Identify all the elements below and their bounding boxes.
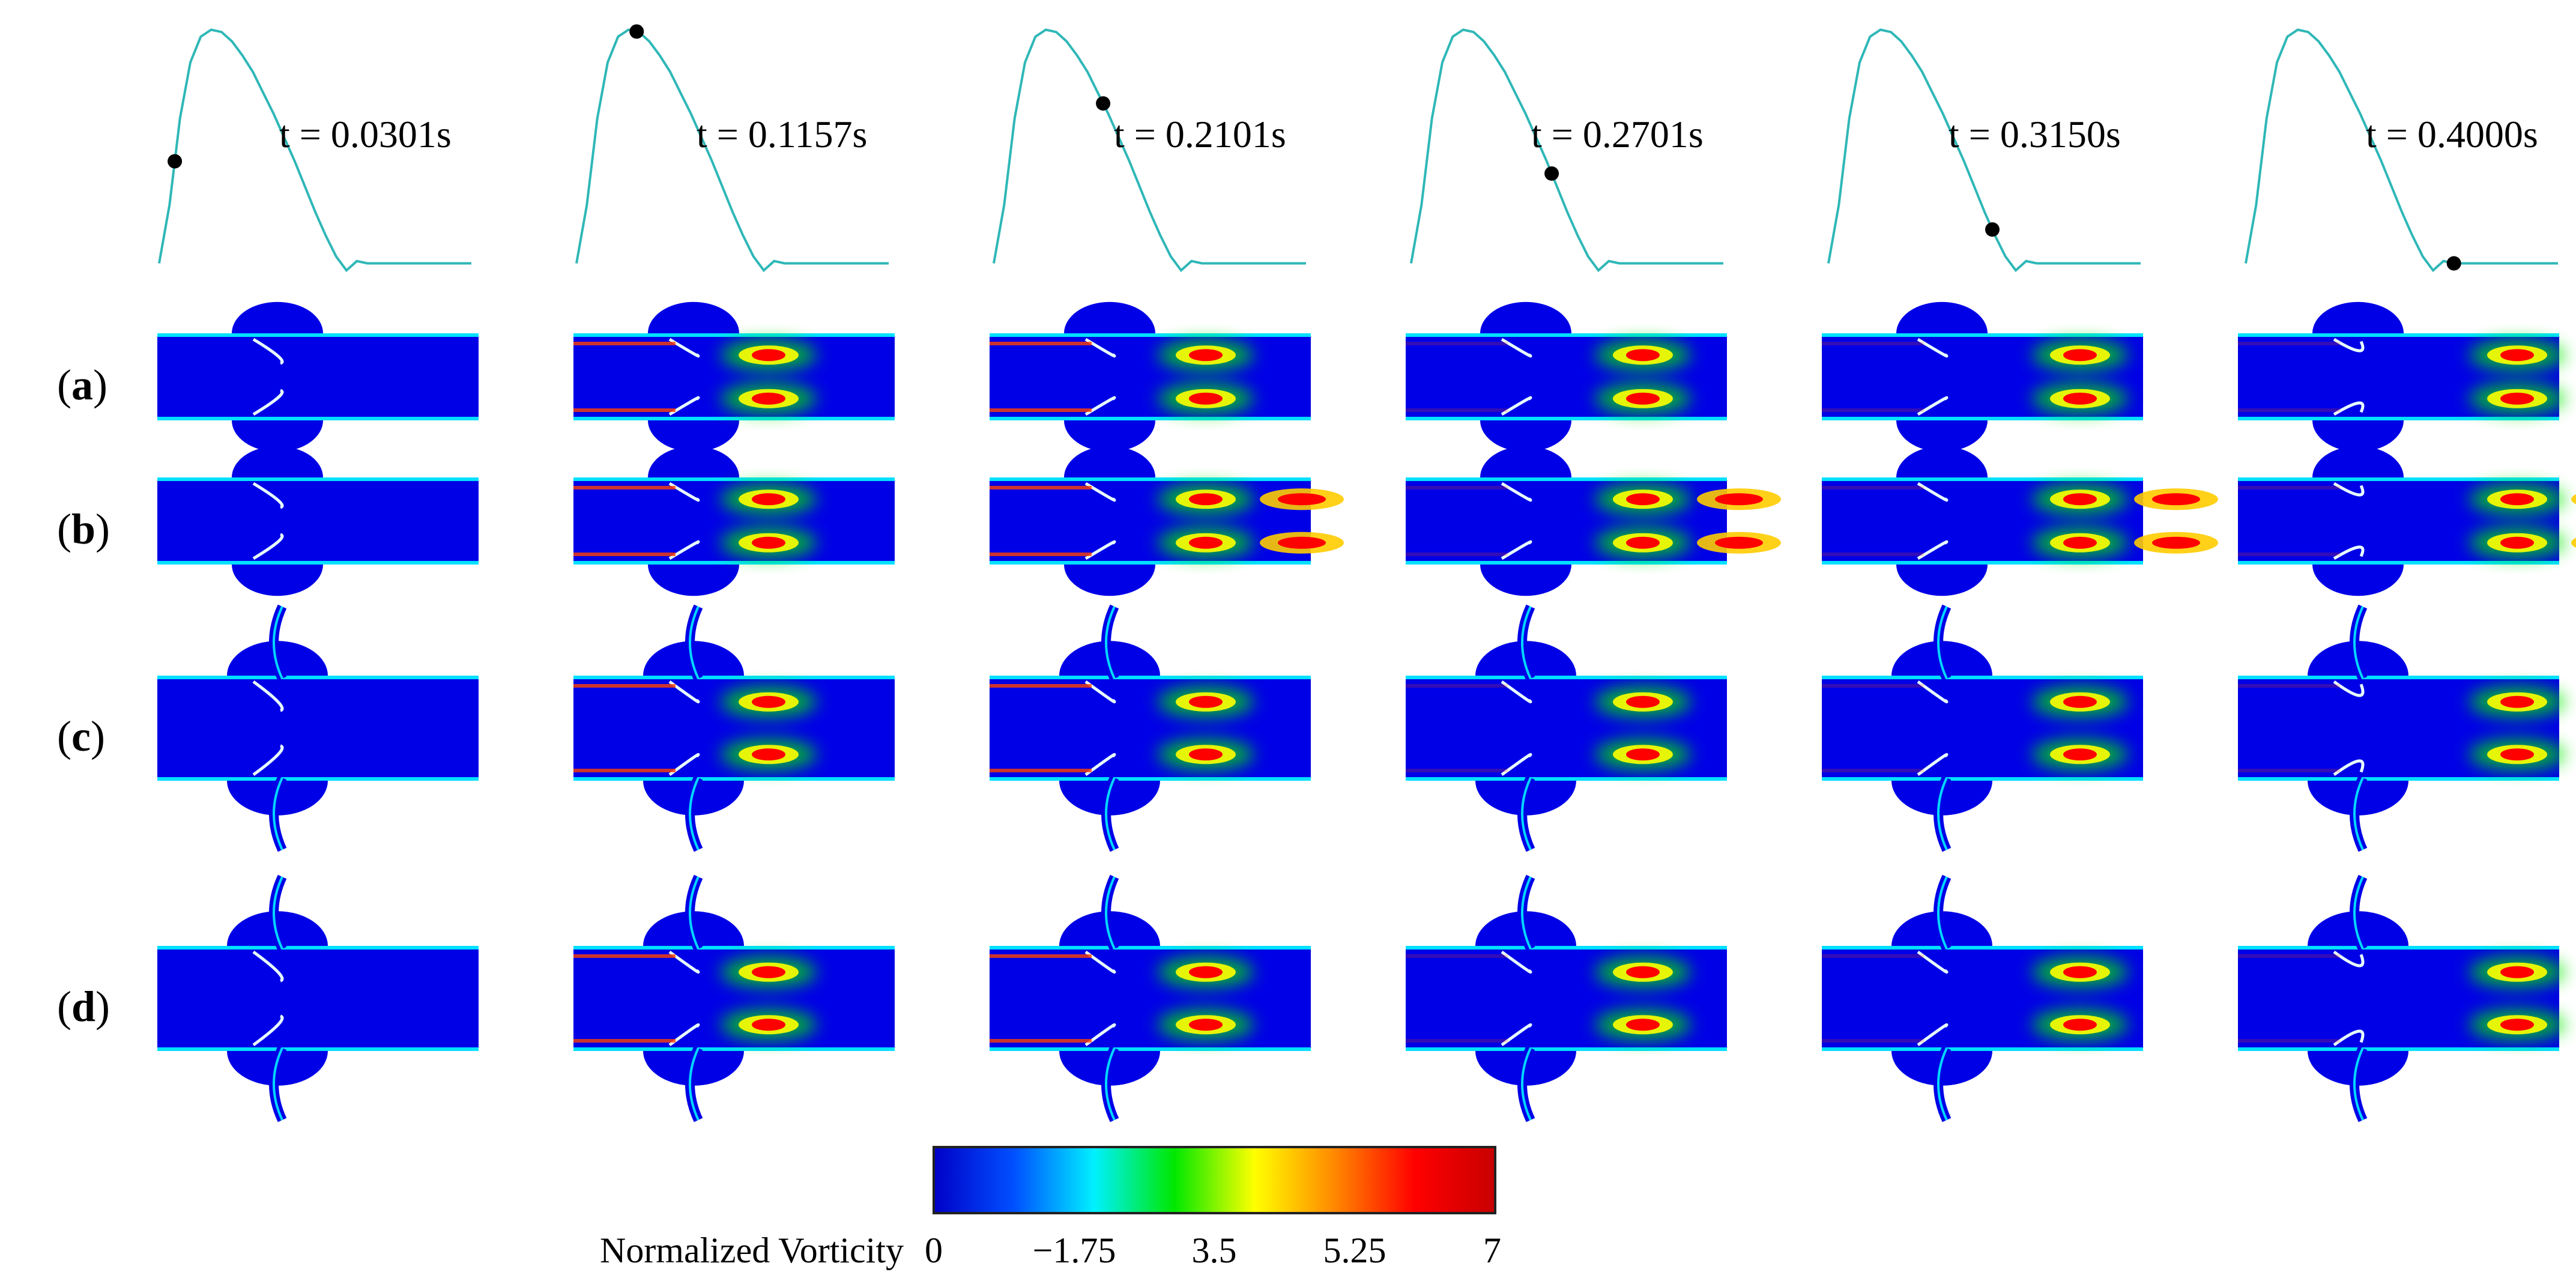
vorticity-panel: [990, 604, 1311, 852]
time-marker: [1985, 222, 2000, 237]
colorbar-gradient: [933, 1146, 1496, 1214]
waveform-plot: t = 0.2101s: [993, 28, 1306, 273]
vorticity-panel: [1822, 446, 2218, 596]
vorticity-panel: [157, 446, 479, 596]
time-label: t = 0.2101s: [1114, 113, 1286, 156]
time-marker: [629, 24, 644, 39]
colorbar: Normalized Vorticity 0 −1.75 3.5 5.25 7: [600, 1146, 1501, 1270]
vorticity-panel: [573, 301, 895, 452]
time-label: t = 0.4000s: [2366, 113, 2538, 156]
time-marker: [1544, 166, 1559, 181]
waveform-line: [2245, 28, 2558, 273]
colorbar-tick-0: 0: [925, 1231, 943, 1270]
waveform-plot: t = 0.1157s: [575, 24, 889, 273]
svg-text:(a): (a): [57, 361, 107, 409]
waveform-line: [1827, 28, 2141, 273]
row-label-a: (a): [57, 361, 107, 409]
vorticity-panels: [157, 301, 2576, 1122]
row-label-d: (d): [57, 983, 110, 1031]
colorbar-tick-3: 5.25: [1323, 1231, 1386, 1270]
time-label: t = 0.1157s: [697, 113, 867, 156]
waveform-line: [575, 28, 889, 273]
vorticity-panel: [157, 874, 479, 1122]
svg-text:(c): (c): [57, 712, 105, 760]
vorticity-panel: [2238, 446, 2576, 596]
vorticity-panel: [990, 446, 1344, 596]
vorticity-panel: [1822, 874, 2143, 1122]
vorticity-panel: [1406, 301, 1727, 452]
waveform-plot: t = 0.4000s: [2245, 28, 2558, 273]
waveform-plot: t = 0.2701s: [1410, 28, 1723, 273]
svg-text:(b): (b): [57, 505, 110, 553]
waveform-plot: t = 0.0301s: [158, 28, 471, 273]
colorbar-tick-2: 3.5: [1192, 1231, 1237, 1270]
time-marker: [168, 154, 183, 169]
colorbar-tick-4: 7: [1483, 1231, 1501, 1270]
colorbar-label: Normalized Vorticity: [600, 1231, 904, 1270]
vorticity-panel: [157, 604, 479, 852]
time-label: t = 0.2701s: [1531, 113, 1704, 156]
waveform-line: [993, 28, 1306, 273]
waveform-line: [1410, 28, 1723, 273]
vorticity-panel: [2238, 874, 2565, 1122]
time-label: t = 0.0301s: [279, 113, 452, 156]
svg-text:(d): (d): [57, 983, 110, 1031]
vorticity-panel: [573, 604, 895, 852]
time-marker: [2446, 256, 2461, 271]
vorticity-panel: [573, 446, 895, 596]
waveform-plot: t = 0.3150s: [1827, 28, 2141, 273]
vorticity-panel: [990, 874, 1311, 1122]
row-label-b: (b): [57, 505, 110, 553]
vorticity-panel: [1822, 301, 2143, 452]
vorticity-panel: [2238, 604, 2565, 852]
time-label: t = 0.3150s: [1949, 113, 2121, 156]
vorticity-panel: [1406, 446, 1781, 596]
vorticity-panel: [157, 301, 479, 452]
vorticity-panel: [1406, 874, 1727, 1122]
row-label-c: (c): [57, 712, 105, 760]
vorticity-panel: [2238, 301, 2565, 452]
waveform-line: [158, 28, 471, 273]
vorticity-panel: [990, 301, 1311, 452]
vorticity-panel: [573, 874, 895, 1122]
vorticity-panel: [1406, 604, 1727, 852]
time-marker: [1096, 96, 1111, 111]
vorticity-panel: [1822, 604, 2143, 852]
waveform-row: t = 0.0301s t = 0.1157s t = 0.2101s t = 0.2…: [158, 24, 2558, 273]
colorbar-tick-1: −1.75: [1033, 1231, 1116, 1270]
